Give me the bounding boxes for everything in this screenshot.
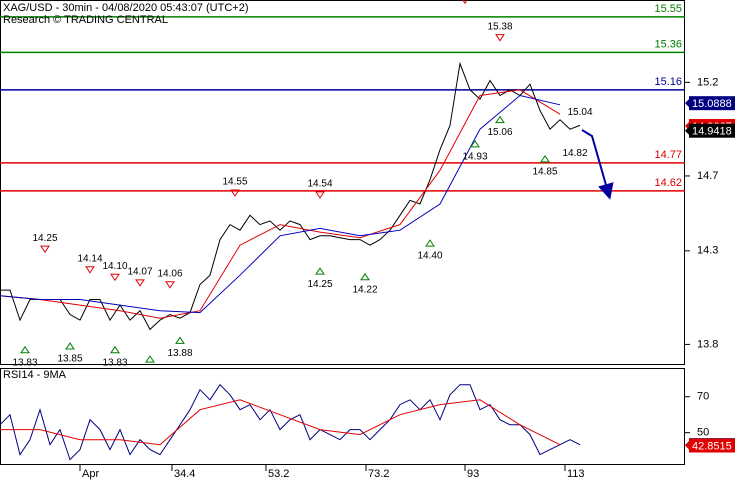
price-tag-pointer xyxy=(685,125,690,136)
y-tick-label: 50 xyxy=(697,427,709,439)
forecast-arrow xyxy=(581,129,614,200)
price-tag-pointer xyxy=(685,98,690,109)
y-tick-label: 14.3 xyxy=(697,245,718,257)
trough-label: 14.40 xyxy=(417,251,442,262)
peak-label: 14.54 xyxy=(307,179,332,190)
peak-label: 14.10 xyxy=(102,261,127,272)
trough-marker xyxy=(315,267,325,275)
trough-label: 13.83 xyxy=(102,357,127,368)
trough-marker xyxy=(110,345,120,354)
peak-marker xyxy=(135,279,145,287)
x-tick-label: 113 xyxy=(567,468,585,480)
price-tag-label: 15.0888 xyxy=(692,98,732,110)
panel-frame xyxy=(0,0,685,365)
peak-marker xyxy=(165,281,175,289)
trough-label: 14.22 xyxy=(352,284,377,295)
annotation-label: 15.04 xyxy=(567,107,592,118)
x-tick-label: 73.2 xyxy=(368,468,389,480)
series-line xyxy=(0,61,581,331)
y-tick-label: 15.2 xyxy=(697,76,718,88)
trough-label: 13.88 xyxy=(167,348,192,359)
peak-marker xyxy=(495,34,505,42)
peak-label: 14.25 xyxy=(32,233,57,244)
level-label: 15.55 xyxy=(654,3,682,15)
series-line xyxy=(0,399,561,446)
level-label: 14.77 xyxy=(654,149,682,161)
peak-marker xyxy=(462,0,468,5)
trough-marker xyxy=(145,355,155,363)
series-line xyxy=(0,94,561,314)
level-label: 15.36 xyxy=(654,38,682,50)
series-line xyxy=(0,89,561,319)
trough-marker xyxy=(540,154,550,163)
trough-marker xyxy=(495,115,505,124)
trough-marker xyxy=(20,345,30,354)
peak-label: 14.55 xyxy=(222,177,247,188)
peak-marker xyxy=(315,191,325,199)
level-label: 15.16 xyxy=(654,76,682,88)
peak-label: 14.06 xyxy=(157,268,182,279)
peak-marker xyxy=(230,189,240,197)
price-tag xyxy=(689,96,735,111)
trough-label: 15.06 xyxy=(487,127,512,138)
price-tag-label: 42.8515 xyxy=(692,440,732,452)
y-tick-label: 13.8 xyxy=(697,338,718,350)
level-label: 14.62 xyxy=(654,177,682,189)
series-line xyxy=(0,383,581,461)
x-tick-label: 34.4 xyxy=(174,468,195,480)
peak-label: 14.14 xyxy=(77,253,102,264)
panel-frame xyxy=(0,368,685,465)
annotation-label: 14.82 xyxy=(562,148,587,159)
peak-marker xyxy=(110,273,120,282)
trough-label: 13.83 xyxy=(12,357,37,368)
price-tag-pointer xyxy=(685,440,690,451)
peak-marker xyxy=(85,266,95,274)
price-tag xyxy=(689,438,735,453)
x-tick-label: 53.2 xyxy=(268,468,289,480)
y-tick-label: 70 xyxy=(697,391,709,403)
trough-label: 14.93 xyxy=(462,152,487,163)
panel-subtitle: Research © TRADING CENTRAL xyxy=(3,14,168,26)
panel-title: RSI14 - 9MA xyxy=(3,369,67,381)
trough-marker xyxy=(425,239,435,247)
trough-marker xyxy=(470,139,480,148)
peak-label: 15.38 xyxy=(487,21,512,32)
x-tick-label: 93 xyxy=(467,468,479,480)
trough-marker xyxy=(65,342,75,350)
x-tick-label: Apr xyxy=(82,468,99,480)
price-tag-label: 14.9418 xyxy=(692,126,732,138)
trough-marker xyxy=(175,336,185,344)
trough-marker xyxy=(360,272,370,281)
y-tick-label: 14.7 xyxy=(697,170,718,182)
panel-title: XAG/USD - 30min - 04/08/2020 05:43:07 (U… xyxy=(3,2,248,14)
price-tag xyxy=(689,123,735,138)
peak-marker xyxy=(40,245,50,254)
trough-label: 13.85 xyxy=(57,354,82,365)
trough-label: 14.25 xyxy=(307,279,332,290)
trough-label: 14.85 xyxy=(532,167,557,178)
peak-label: 14.07 xyxy=(127,267,152,278)
